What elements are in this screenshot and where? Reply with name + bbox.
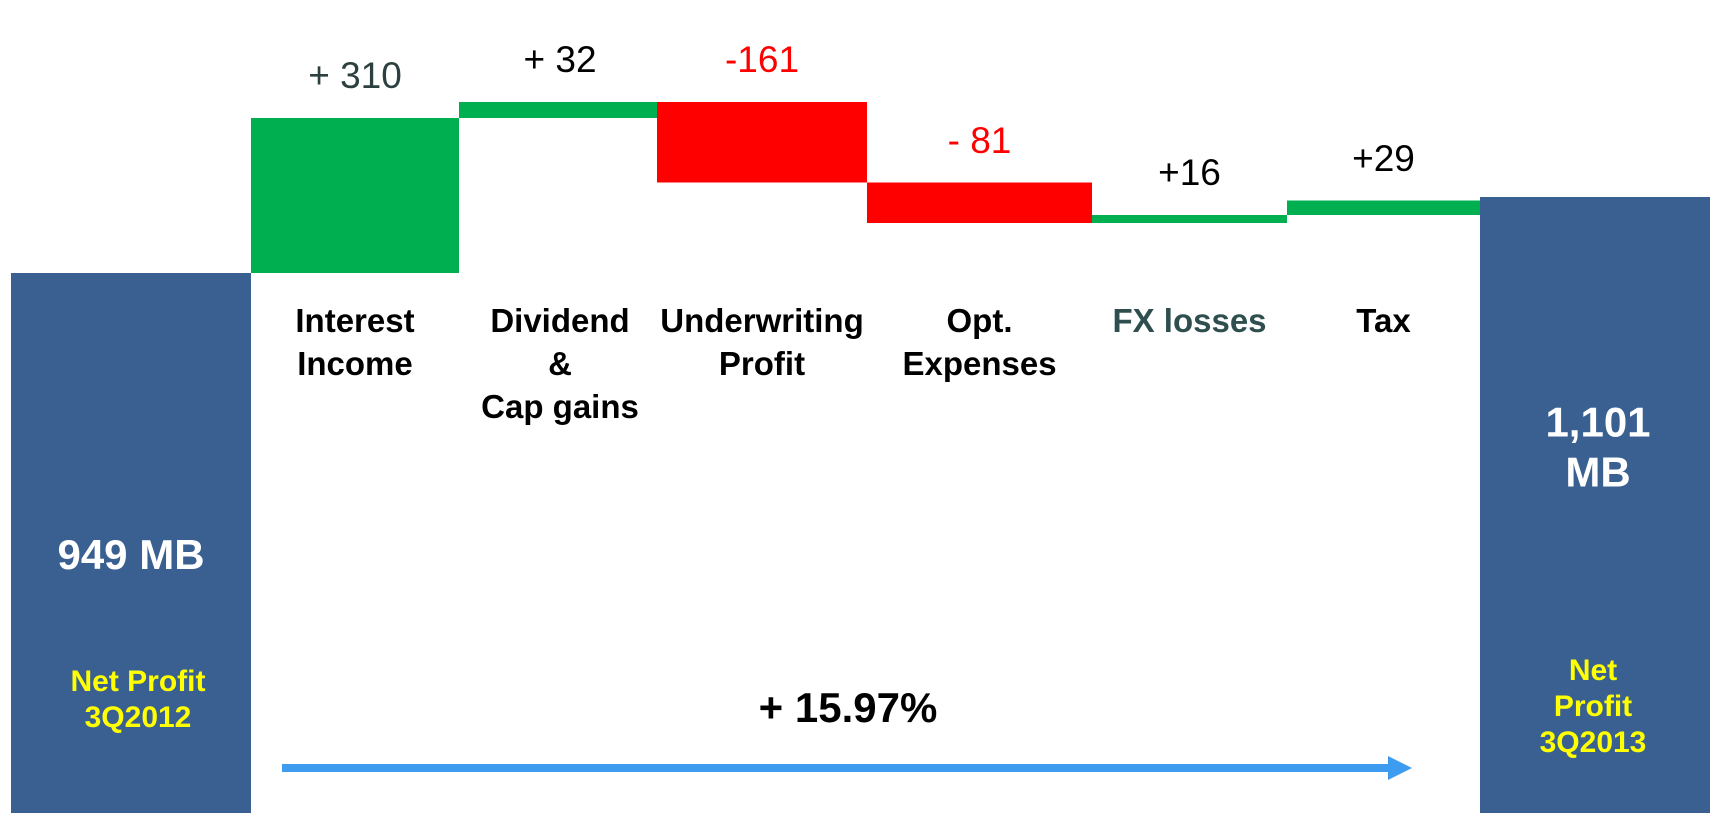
value-label: +16 [1158,151,1221,193]
category-label: Dividend & Cap gains [481,302,639,425]
step-bar [1287,200,1480,215]
step-bar [251,118,459,273]
step-bar [867,182,1092,223]
end-bar [1480,197,1710,813]
category-label: Tax [1356,302,1411,339]
start-bar [11,273,251,813]
step-bar [459,102,661,118]
end-value-label: 1,101 MB [1545,398,1651,496]
step-bar [1092,215,1287,223]
category-label: Underwriting Profit [660,302,864,382]
value-label: + 32 [523,38,597,80]
start-note: Net Profit 3Q2012 [70,665,206,734]
category-label: Interest Income [295,302,415,382]
category-label: Opt. Expenses [902,302,1057,382]
step-bar [657,102,867,183]
value-label: -161 [724,38,800,80]
category-label: FX losses [1112,302,1267,339]
value-label: +29 [1352,137,1415,179]
end-note: Net Profit 3Q2013 [1539,654,1647,759]
value-label: - 81 [947,119,1012,161]
growth-annotation: + 15.97% [758,683,938,731]
arrow-head [1388,756,1412,780]
start-value-label: 949 MB [57,530,205,578]
value-label: + 310 [308,54,402,96]
